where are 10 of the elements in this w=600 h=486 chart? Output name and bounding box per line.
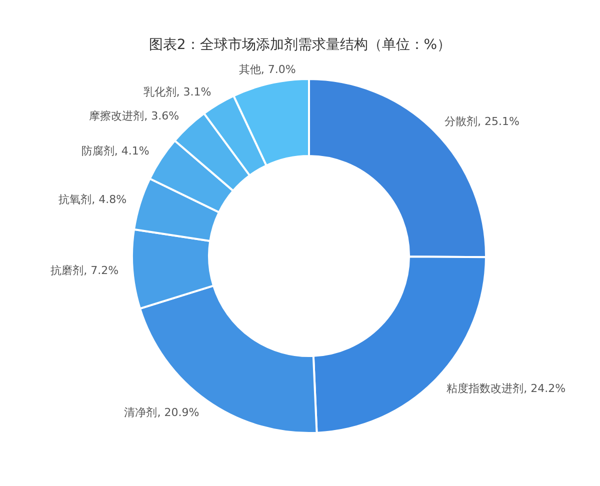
slice-label: 抗氧剂, 4.8% — [58, 192, 127, 206]
slice-label: 乳化剂, 3.1% — [143, 85, 212, 98]
slice-label: 抗磨剂, 7.2% — [50, 264, 119, 277]
slice-label: 其他, 7.0% — [238, 63, 296, 76]
chart-title: 图表2：全球市场添加剂需求量结构（单位：%） — [148, 36, 452, 54]
slice-label: 清净剂, 20.9% — [124, 406, 200, 419]
slice-label: 粘度指数改进剂, 24.2% — [446, 382, 566, 395]
slice-label: 摩擦改进剂, 3.6% — [89, 109, 180, 122]
slice-label: 防腐剂, 4.1% — [81, 144, 150, 158]
slice-label: 分散剂, 25.1% — [444, 114, 520, 128]
